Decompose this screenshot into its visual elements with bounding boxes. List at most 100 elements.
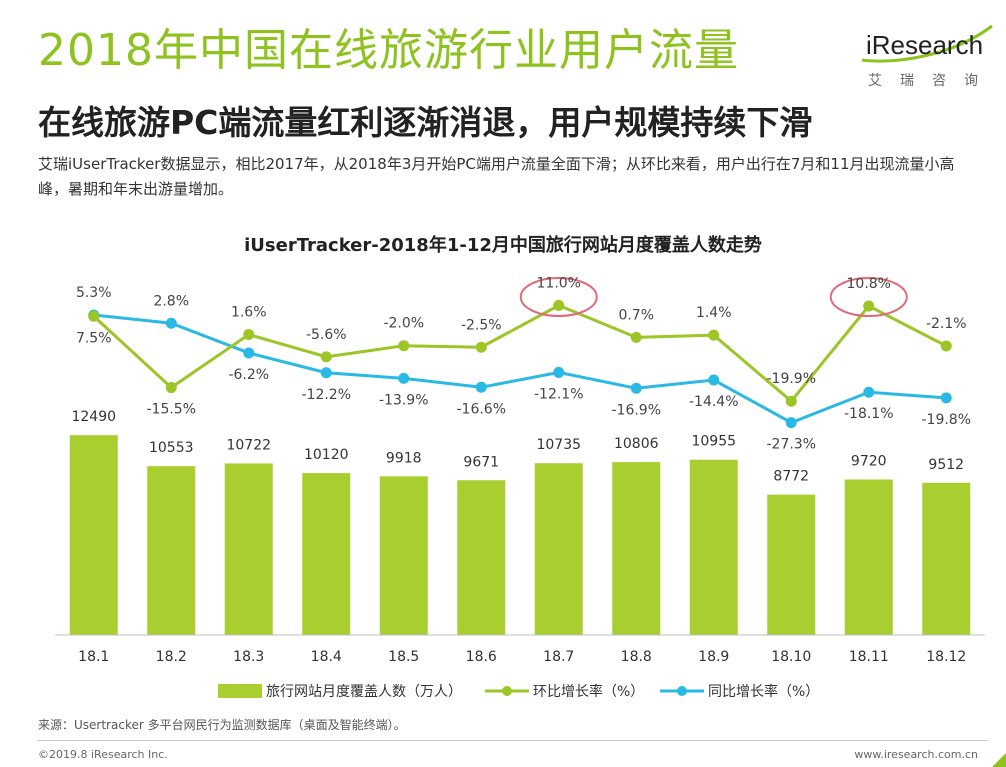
logo-swoosh-icon	[861, 24, 993, 63]
legend-mom-marker	[502, 686, 512, 696]
mom-line	[92, 303, 947, 404]
bar-18.1	[69, 435, 118, 635]
yoy-value-label: -16.9%	[611, 402, 661, 418]
bar-18.10	[767, 494, 816, 635]
mom-point-18.5	[398, 340, 410, 352]
mom-point-18.4	[320, 351, 332, 363]
x-tick-label: 18.5	[388, 649, 419, 665]
yoy-point-18.8	[630, 382, 642, 394]
yoy-value-label: -14.4%	[689, 394, 739, 410]
bar-18.12	[922, 482, 971, 635]
bar-value-label: 9720	[851, 453, 887, 469]
mom-point-18.10	[785, 395, 797, 407]
mom-value-label: 0.7%	[618, 307, 654, 323]
yoy-value-label: -19.8%	[921, 412, 971, 428]
bar-18.5	[379, 476, 428, 635]
logo-brand: iResearch	[866, 30, 984, 60]
yoy-point-18.9	[708, 374, 720, 386]
yoy-value-label: 2.8%	[153, 293, 189, 309]
footer-divider	[38, 740, 988, 741]
x-tick-label: 18.1	[78, 649, 109, 665]
bar-18.9	[689, 459, 738, 635]
page-title: 2018年中国在线旅游行业用户流量	[38, 25, 739, 76]
mom-point-18.1	[88, 310, 100, 322]
mom-value-label: -19.9%	[766, 371, 816, 387]
bar-value-label: 9918	[386, 450, 422, 466]
bar-value-label: 10806	[614, 436, 659, 452]
x-tick-label: 18.2	[156, 649, 187, 665]
page-subtitle: 在线旅游PC端流量红利逐渐消退，用户规模持续下滑	[38, 103, 813, 142]
mom-point-18.3	[243, 329, 255, 341]
page-description: 艾瑞iUserTracker数据显示，相比2017年，从2018年3月开始PC端…	[38, 155, 955, 198]
copyright-text: ©2019.8 iResearch Inc.	[38, 748, 168, 761]
bar-value-label: 10553	[149, 440, 194, 456]
yoy-point-18.2	[165, 317, 177, 329]
bar-18.11	[844, 479, 893, 635]
yoy-point-18.7	[553, 366, 565, 378]
bar-value-label: 9512	[928, 457, 964, 473]
mom-point-18.6	[475, 341, 487, 353]
x-tick-label: 18.6	[466, 649, 497, 665]
mom-point-18.7	[553, 299, 565, 311]
x-tick-label: 18.12	[926, 649, 966, 665]
mom-point-18.8	[630, 331, 642, 343]
traffic-chart: iUserTracker-2018年1-12月中国旅行网站月度覆盖人数走势 12…	[55, 234, 985, 700]
legend-bar-swatch	[218, 684, 262, 698]
yoy-value-label: -16.6%	[456, 401, 506, 417]
bar-value-label: 9671	[463, 454, 499, 470]
legend-mom-label: 环比增长率（%）	[533, 683, 644, 700]
bar-18.3	[224, 463, 273, 635]
bar-value-label: 10955	[691, 434, 736, 450]
mom-value-label: 7.5%	[76, 330, 112, 346]
chart-legend: 旅行网站月度覆盖人数（万人） 环比增长率（%） 同比增长率（%）	[218, 683, 819, 700]
bar-value-label: 12490	[71, 409, 116, 425]
logo-brand-cn: 艾瑞咨询	[868, 73, 996, 89]
mom-point-18.11	[863, 300, 875, 312]
source-note: 来源：Usertracker 多平台网民行为监测数据库（桌面及智能终端）。	[38, 718, 406, 732]
x-tick-label: 18.3	[233, 649, 264, 665]
bar-value-label: 10735	[536, 437, 581, 453]
yoy-value-label: -6.2%	[228, 367, 269, 383]
mom-value-label: 11.0%	[537, 275, 581, 291]
mom-value-label: -2.0%	[383, 316, 424, 332]
yoy-point-18.5	[398, 372, 410, 384]
x-tick-label: 18.7	[543, 649, 574, 665]
yoy-value-label: -27.3%	[766, 437, 816, 453]
mom-value-label: 1.4%	[696, 305, 732, 321]
mom-value-label: -2.1%	[926, 316, 967, 332]
chart-title: iUserTracker-2018年1-12月中国旅行网站月度覆盖人数走势	[244, 234, 762, 256]
legend-yoy-label: 同比增长率（%）	[708, 683, 819, 700]
yoy-value-label: 5.3%	[76, 285, 112, 301]
iresearch-logo: iResearch 艾瑞咨询	[861, 18, 996, 89]
mom-value-label: 1.6%	[231, 305, 267, 321]
bar-value-label: 10722	[226, 437, 271, 453]
highlight-circle-18.7	[519, 277, 598, 317]
bar-value-label: 8772	[773, 469, 809, 485]
x-tick-label: 18.11	[849, 649, 889, 665]
highlight-circle-18.11	[829, 277, 908, 317]
website-link[interactable]: www.iresearch.com.cn	[854, 748, 978, 761]
yoy-point-18.6	[475, 381, 487, 393]
bar-18.8	[612, 462, 661, 635]
mom-value-label: -5.6%	[306, 327, 347, 343]
mom-point-18.2	[165, 382, 177, 394]
yoy-value-label: -18.1%	[844, 406, 894, 422]
x-tick-label: 18.4	[311, 649, 342, 665]
yoy-value-label: -12.2%	[301, 387, 351, 403]
x-tick-label: 18.10	[771, 649, 811, 665]
bar-value-label: 10120	[304, 447, 349, 463]
mom-value-label: 10.8%	[847, 276, 891, 292]
bar-18.2	[147, 466, 196, 635]
mom-point-18.12	[940, 340, 952, 352]
mom-point-18.9	[708, 329, 720, 341]
yoy-point-18.12	[940, 392, 952, 404]
corner-accent	[992, 753, 1006, 767]
x-tick-label: 18.9	[698, 649, 729, 665]
yoy-value-label: -12.1%	[534, 386, 584, 402]
yoy-line	[93, 313, 947, 425]
yoy-point-18.3	[243, 347, 255, 359]
yoy-point-18.10	[785, 417, 797, 429]
legend-bar-label: 旅行网站月度覆盖人数（万人）	[266, 684, 462, 700]
x-tick-label: 18.8	[621, 649, 652, 665]
legend-yoy-marker	[677, 686, 687, 696]
